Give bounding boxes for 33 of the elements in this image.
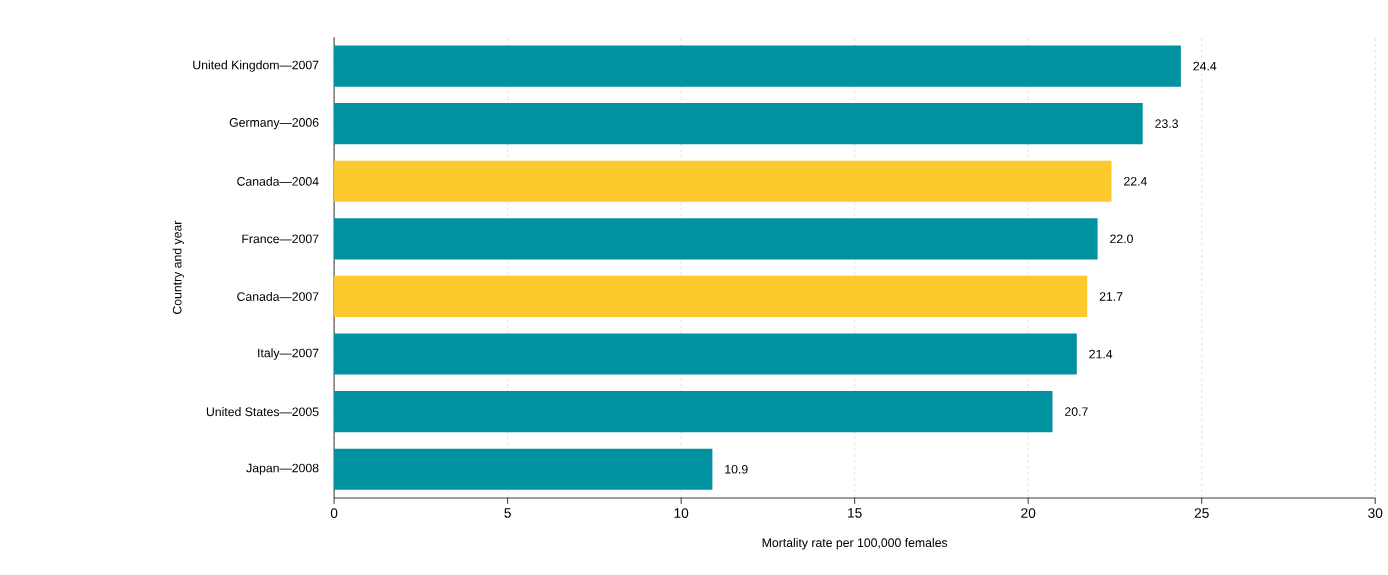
data-label: 21.7 <box>1099 291 1123 301</box>
y-tick-label: Germany—2006 <box>229 117 319 129</box>
x-tick-label: 10 <box>674 507 689 518</box>
bar <box>334 218 1098 260</box>
data-label: 10.9 <box>725 464 748 474</box>
bar <box>334 45 1181 87</box>
x-tick-label: 15 <box>848 507 862 518</box>
bar <box>334 333 1077 375</box>
y-tick-label: Canada—2007 <box>237 291 319 301</box>
data-label: 22.4 <box>1124 176 1147 186</box>
bar <box>334 160 1112 202</box>
y-tick-label: United Kingdom—2007 <box>193 60 319 72</box>
bar <box>334 275 1088 317</box>
x-tick-label: 5 <box>504 507 511 518</box>
bar <box>334 390 1053 432</box>
data-label: 23.3 <box>1155 119 1178 128</box>
bar <box>334 448 713 490</box>
data-label: 20.7 <box>1065 407 1088 416</box>
x-tick-label: 0 <box>330 507 338 518</box>
data-label: 24.4 <box>1193 61 1217 71</box>
x-tick-label: 30 <box>1368 507 1383 518</box>
y-tick-label: France—2007 <box>242 234 319 243</box>
bar <box>334 102 1143 144</box>
x-tick-label: 20 <box>1021 507 1036 518</box>
data-label: 21.4 <box>1089 349 1113 359</box>
data-label: 22.0 <box>1110 234 1133 243</box>
y-tick-label: United States—2005 <box>206 406 319 416</box>
y-tick-label: Italy—2007 <box>258 348 319 360</box>
y-tick-label: Canada—2004 <box>237 176 319 186</box>
y-tick-label: Japan—2008 <box>246 463 319 475</box>
x-tick-label: 25 <box>1194 507 1209 518</box>
y-axis-title: Country and year <box>172 220 184 314</box>
x-axis-title: Mortality rate per 100,000 females <box>762 537 948 550</box>
